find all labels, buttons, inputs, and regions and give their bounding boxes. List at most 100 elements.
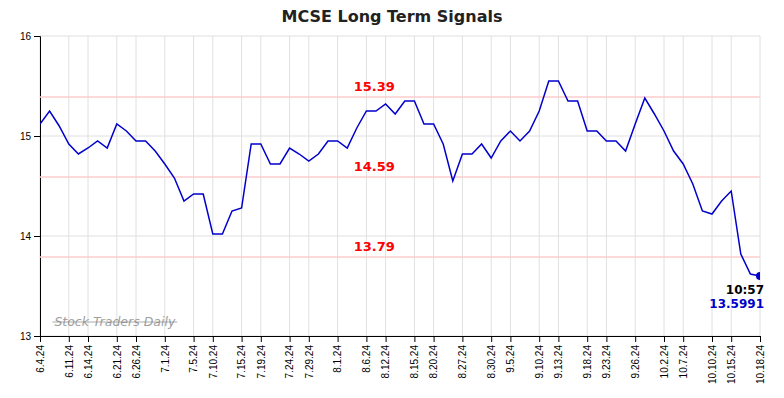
grid-line-x <box>337 36 338 336</box>
x-tick: 8.12.24 <box>380 336 391 378</box>
x-tick-label: 10.2.24 <box>659 345 670 379</box>
y-axis-line <box>34 37 41 337</box>
x-tick: 7.10.24 <box>208 336 219 378</box>
signal-label: 13.79 <box>354 239 395 254</box>
grid-line-y <box>40 36 760 37</box>
x-tick-label: 10.18.24 <box>755 345 766 384</box>
grid <box>40 36 760 336</box>
x-tick: 8.27.24 <box>457 336 468 378</box>
signal-line <box>40 256 760 258</box>
x-tick-label: 7.24.24 <box>284 345 295 379</box>
grid-line-x <box>664 36 665 336</box>
x-tick-label: 8.1.24 <box>332 345 343 373</box>
grid-line-x <box>635 36 636 336</box>
grid-line-x <box>606 36 607 336</box>
grid-line-x <box>433 36 434 336</box>
price-line <box>40 81 760 276</box>
x-tick-mark <box>309 336 310 342</box>
x-tick-mark <box>213 336 214 342</box>
x-tick: 9.23.24 <box>601 336 612 378</box>
x-tick: 10.15.24 <box>726 336 737 384</box>
y-tick-label: 14 <box>20 231 32 242</box>
y-tick-label: 13 <box>20 331 32 342</box>
grid-line-x <box>164 36 165 336</box>
grid-line-x <box>68 36 69 336</box>
x-tick-mark <box>194 336 195 342</box>
x-tick-mark <box>664 336 665 342</box>
x-tick: 9.26.24 <box>630 336 641 378</box>
grid-line-y <box>40 236 760 237</box>
signal-label: 14.59 <box>354 159 395 174</box>
x-tick-mark <box>386 336 387 342</box>
x-tick: 10.2.24 <box>659 336 670 378</box>
y-tick-mark <box>34 236 40 237</box>
y-tick: 14 <box>20 231 40 242</box>
x-tick-label: 8.15.24 <box>409 345 420 379</box>
grid-line-x <box>88 36 89 336</box>
plot-area: 6.4.246.11.246.14.246.21.246.26.247.1.24… <box>20 31 766 384</box>
x-tick-label: 7.1.24 <box>160 345 171 373</box>
x-tick-label: 6.21.24 <box>112 345 123 379</box>
x-tick-label: 7.15.24 <box>236 345 247 379</box>
grid-line-x <box>712 36 713 336</box>
x-tick-mark <box>587 336 588 342</box>
signal-label: 15.39 <box>354 79 395 94</box>
grid-line-x <box>539 36 540 336</box>
x-axis-line <box>41 337 761 343</box>
x-tick: 6.14.24 <box>83 336 94 378</box>
x-tick-mark <box>539 336 540 342</box>
x-tick-label: 7.19.24 <box>256 345 267 379</box>
grid-line-x <box>587 36 588 336</box>
x-tick: 8.1.24 <box>332 336 343 373</box>
x-tick-mark <box>462 336 463 342</box>
x-tick-label: 9.13.24 <box>553 345 564 379</box>
y-tick-label: 16 <box>20 31 32 42</box>
grid-line-x <box>116 36 117 336</box>
x-tick-mark <box>414 336 415 342</box>
x-tick: 10.10.24 <box>707 336 718 384</box>
grid-line-x <box>289 36 290 336</box>
marks <box>40 81 760 280</box>
x-tick-label: 8.12.24 <box>380 345 391 379</box>
x-tick-label: 9.18.24 <box>582 345 593 379</box>
end-dot <box>756 272 760 280</box>
grid-line-x <box>212 36 213 336</box>
x-tick: 7.1.24 <box>160 336 171 373</box>
end-label-time: 10:57 <box>726 283 764 297</box>
x-tick-mark <box>606 336 607 342</box>
x-tick: 9.13.24 <box>553 336 564 378</box>
x-tick: 8.30.24 <box>486 336 497 378</box>
x-tick-mark <box>760 336 761 342</box>
watermark: Stock Traders Daily <box>54 314 176 329</box>
x-tick-mark <box>165 336 166 342</box>
y-tick-mark <box>34 136 40 137</box>
y-tick-mark <box>34 36 40 37</box>
y-tick-mark <box>34 336 40 337</box>
x-tick-mark <box>69 336 70 342</box>
annotations: 15.3914.5913.7910:5713.5991Stock Traders… <box>52 79 764 329</box>
grid-line-x <box>136 36 137 336</box>
grid-line-x <box>308 36 309 336</box>
x-tick-label: 9.26.24 <box>630 345 641 379</box>
y-tick: 13 <box>20 331 40 342</box>
grid-line-x <box>414 36 415 336</box>
x-tick: 10.18.24 <box>755 336 766 384</box>
x-tick-mark <box>712 336 713 342</box>
grid-line-x <box>260 36 261 336</box>
x-tick: 8.20.24 <box>428 336 439 378</box>
x-tick-mark <box>558 336 559 342</box>
x-tick-mark <box>491 336 492 342</box>
x-tick-label: 8.6.24 <box>361 345 372 373</box>
x-tick: 8.15.24 <box>409 336 420 378</box>
x-tick: 6.11.24 <box>64 336 75 378</box>
x-tick-mark <box>731 336 732 342</box>
x-tick: 7.5.24 <box>188 336 199 373</box>
grid-line-x <box>462 36 463 336</box>
x-tick: 6.21.24 <box>112 336 123 378</box>
grid-line-x <box>683 36 684 336</box>
x-tick-label: 7.5.24 <box>188 345 199 373</box>
x-tick-label: 7.10.24 <box>208 345 219 379</box>
x-tick: 6.26.24 <box>131 336 142 378</box>
x-tick-mark <box>88 336 89 342</box>
grid-line-x <box>193 36 194 336</box>
